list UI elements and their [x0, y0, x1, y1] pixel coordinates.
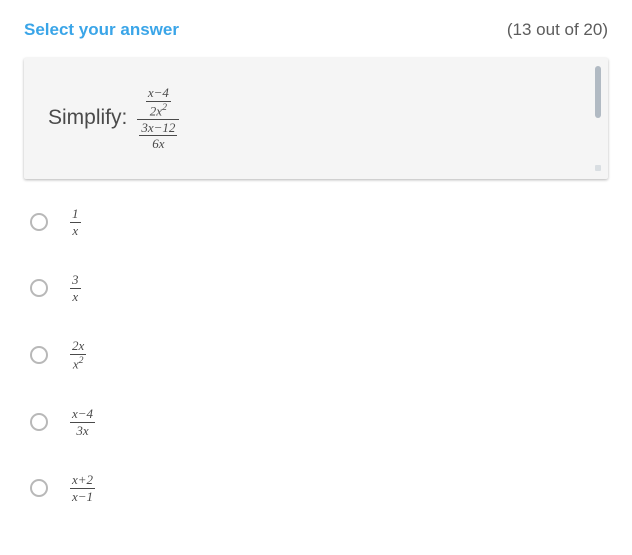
select-answer-label: Select your answer: [24, 20, 179, 40]
question-bottom-fraction: 3x−12 6x: [139, 121, 177, 151]
option-2-frac: 3 x: [70, 273, 81, 303]
option-1[interactable]: 1 x: [30, 207, 608, 237]
q-top-num: x−4: [146, 86, 171, 100]
option-3[interactable]: 2x x2: [30, 339, 608, 371]
q-bot-num: 3x−12: [139, 121, 177, 135]
scrollbar-end: [595, 165, 601, 171]
option-5-frac: x+2 x−1: [70, 473, 95, 503]
scrollbar-thumb[interactable]: [595, 66, 601, 118]
option-5[interactable]: x+2 x−1: [30, 473, 608, 503]
q-top-den: 2x2: [148, 103, 169, 118]
question-box: Simplify: x−4 2x2 3x−12 6x: [24, 58, 608, 179]
options-list: 1 x 3 x 2x x2 x−4 3x x+2: [24, 207, 608, 504]
option-2[interactable]: 3 x: [30, 273, 608, 303]
radio-icon[interactable]: [30, 213, 48, 231]
radio-icon[interactable]: [30, 346, 48, 364]
radio-icon[interactable]: [30, 479, 48, 497]
question-expression: x−4 2x2 3x−12 6x: [137, 86, 179, 151]
option-4[interactable]: x−4 3x: [30, 407, 608, 437]
q-bot-den: 6x: [150, 137, 166, 151]
scrollbar[interactable]: [594, 66, 602, 171]
question-top-fraction: x−4 2x2: [146, 86, 171, 118]
radio-icon[interactable]: [30, 279, 48, 297]
option-4-frac: x−4 3x: [70, 407, 95, 437]
progress-label: (13 out of 20): [507, 20, 608, 40]
option-1-frac: 1 x: [70, 207, 81, 237]
option-3-frac: 2x x2: [70, 339, 86, 371]
header: Select your answer (13 out of 20): [24, 20, 608, 40]
radio-icon[interactable]: [30, 413, 48, 431]
simplify-label: Simplify:: [48, 106, 127, 130]
